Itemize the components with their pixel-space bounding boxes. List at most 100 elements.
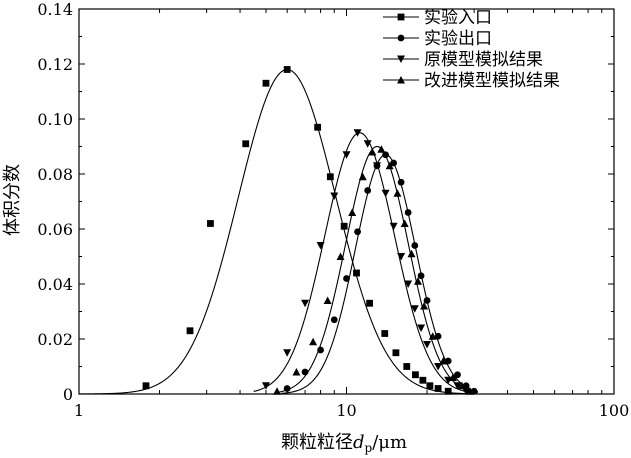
data-point <box>186 327 194 335</box>
y-tick-label: 0.12 <box>37 55 73 74</box>
legend-marker <box>397 76 405 84</box>
data-point <box>330 192 339 200</box>
data-point <box>142 382 150 390</box>
data-point <box>358 172 367 181</box>
data-point <box>453 382 462 390</box>
data-point <box>292 368 301 376</box>
data-point <box>466 387 475 395</box>
data-point <box>412 371 419 379</box>
data-point <box>381 330 389 337</box>
legend-label: 实验入口 <box>424 8 492 28</box>
data-point <box>413 277 422 285</box>
data-point <box>400 219 409 227</box>
x-tick-label: 10 <box>336 401 356 420</box>
legend-marker <box>397 13 405 21</box>
data-point <box>207 220 214 227</box>
data-point <box>410 305 419 313</box>
series-layer <box>79 66 479 396</box>
data-point <box>426 382 434 390</box>
data-point <box>444 357 452 365</box>
data-point <box>404 280 413 288</box>
data-point <box>323 296 332 304</box>
data-point <box>392 349 400 357</box>
data-point <box>368 148 377 156</box>
data-point <box>283 349 292 357</box>
legend-label: 改进模型模拟结果 <box>424 71 560 91</box>
data-point <box>340 222 348 230</box>
data-point <box>301 299 310 308</box>
y-tick-label: 0 <box>63 385 73 404</box>
data-point <box>364 187 372 194</box>
data-point <box>353 129 362 137</box>
axis-labels: 体积分数 颗粒粒径dp/μm <box>2 164 407 455</box>
data-point <box>428 332 437 340</box>
data-point <box>444 376 453 385</box>
data-point <box>262 79 270 87</box>
data-point <box>419 376 427 384</box>
series-3 <box>273 145 479 395</box>
data-point <box>381 189 390 198</box>
y-tick-label: 0.04 <box>37 275 73 294</box>
data-point <box>434 385 442 392</box>
data-point <box>273 387 282 395</box>
data-point <box>372 162 381 170</box>
data-point <box>385 161 394 170</box>
series-2 <box>253 129 475 396</box>
data-point <box>314 123 322 131</box>
x-tick-label: 1 <box>74 401 84 420</box>
x-axis-title-unit: /μm <box>372 432 407 453</box>
data-point <box>348 208 357 216</box>
series-1 <box>281 151 479 395</box>
y-tick-label: 0.10 <box>37 110 73 129</box>
data-point <box>411 242 419 249</box>
axes: 0 0.02 0.04 0.06 0.08 0.10 0.12 0.14 1 10 100 <box>37 0 629 420</box>
data-point <box>336 252 345 260</box>
data-point <box>448 373 457 381</box>
x-axis-title-sub: p <box>365 441 373 455</box>
data-point <box>417 272 425 280</box>
data-point <box>417 324 426 332</box>
y-tick-label: 0.08 <box>37 165 73 184</box>
legend-marker <box>397 34 405 42</box>
data-point <box>366 299 374 307</box>
data-point <box>316 242 325 250</box>
data-point <box>454 371 461 379</box>
data-point <box>261 382 270 390</box>
data-point <box>342 151 351 159</box>
data-point <box>283 66 291 73</box>
data-point <box>393 189 402 197</box>
series-0 <box>79 66 467 395</box>
legend-marker <box>397 55 405 63</box>
data-point <box>390 159 398 167</box>
y-tick-label: 0.14 <box>37 0 73 19</box>
series-line <box>79 68 467 395</box>
data-point <box>363 140 372 148</box>
y-tick-label: 0.06 <box>37 220 73 239</box>
data-point <box>403 363 411 370</box>
data-point <box>309 337 318 346</box>
y-axis-title: 体积分数 <box>2 164 23 236</box>
data-point <box>397 253 406 261</box>
x-axis-title-var: d <box>353 432 365 453</box>
legend-label: 原模型模拟结果 <box>424 50 543 70</box>
series-line <box>253 132 475 394</box>
data-point <box>434 363 443 371</box>
data-point <box>462 387 471 396</box>
data-point <box>330 316 338 324</box>
data-point <box>420 302 429 310</box>
data-point <box>444 387 452 395</box>
data-point <box>353 269 360 277</box>
data-point <box>397 178 405 186</box>
data-point <box>423 297 431 304</box>
y-tick-label: 0.02 <box>37 330 73 349</box>
series-line <box>274 145 479 394</box>
x-axis-title-main: 颗粒粒径 <box>281 432 353 453</box>
data-point <box>326 173 334 181</box>
x-axis-title: 颗粒粒径dp/μm <box>281 432 407 455</box>
data-point <box>242 140 250 148</box>
data-point <box>377 145 386 153</box>
data-point <box>457 381 466 390</box>
data-point <box>404 209 412 216</box>
